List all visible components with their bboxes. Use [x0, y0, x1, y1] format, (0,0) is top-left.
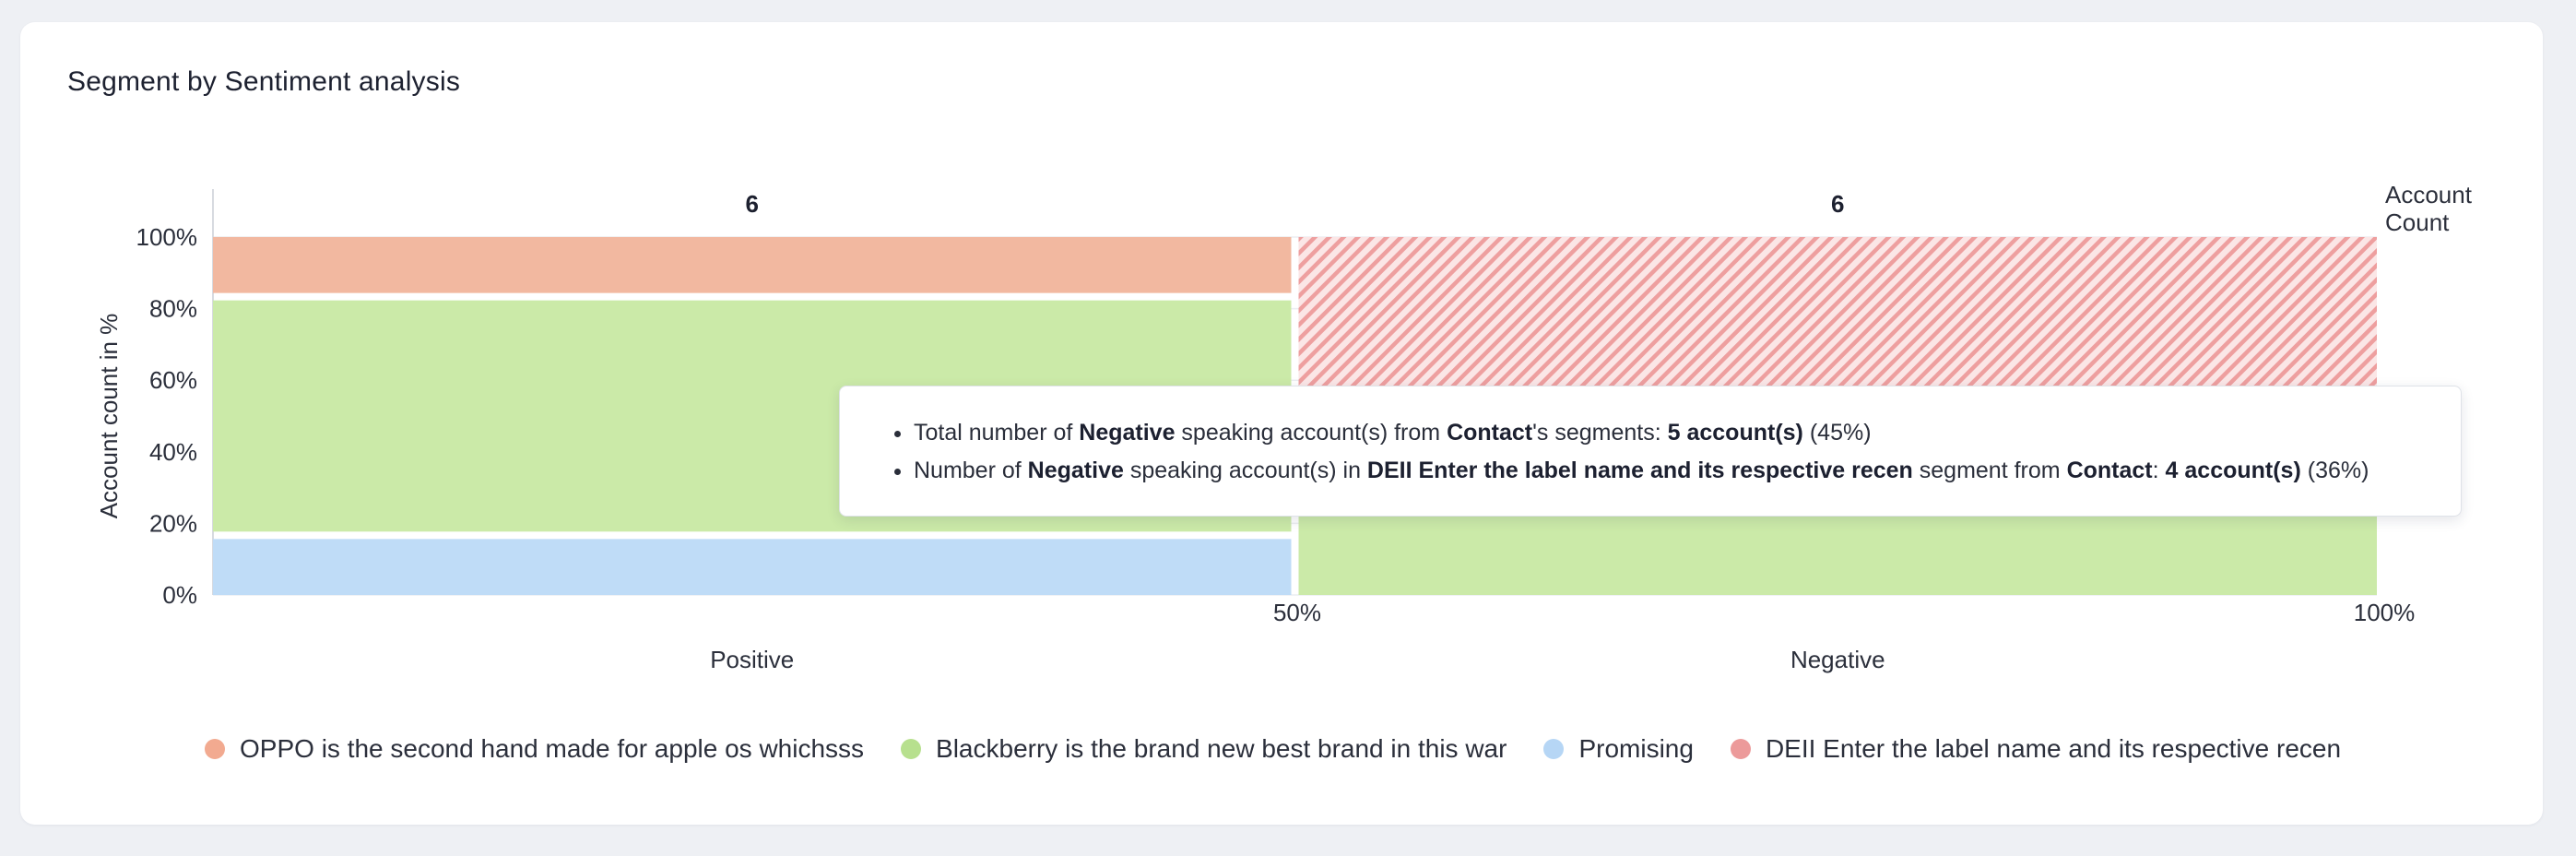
legend-item-blackberry[interactable]: Blackberry is the brand new best brand i… — [901, 734, 1507, 764]
legend-label-promising: Promising — [1578, 734, 1694, 763]
legend-dot-deii — [1730, 739, 1751, 759]
legend-item-oppo[interactable]: OPPO is the second hand made for apple o… — [205, 734, 864, 764]
legend-dot-blackberry — [901, 739, 922, 759]
chart-tooltip: Total number of Negative speaking accoun… — [839, 386, 2462, 517]
legend-dot-oppo — [205, 739, 225, 759]
chart-title: Segment by Sentiment analysis — [67, 66, 461, 97]
y-tick-label: 80% — [149, 295, 197, 323]
y-tick-label: 100% — [136, 223, 198, 251]
right-axis-label: Count — [2385, 208, 2450, 236]
y-tick-label: 60% — [149, 366, 197, 394]
right-axis-label: Account — [2385, 181, 2473, 208]
legend-dot-promising — [1543, 739, 1565, 759]
x-category-label: Positive — [710, 646, 794, 673]
x-tick-label: 100% — [2354, 599, 2416, 626]
legend-item-deii[interactable]: DEII Enter the label name and its respec… — [1730, 734, 2342, 764]
legend-label-blackberry: Blackberry is the brand new best brand i… — [936, 734, 1507, 763]
x-tick-label: 50% — [1273, 599, 1321, 626]
bar-segment[interactable] — [213, 236, 1292, 293]
legend-label-oppo: OPPO is the second hand made for apple o… — [240, 734, 865, 763]
y-axis-title: Account count in % — [95, 314, 123, 519]
legend-label-deii: DEII Enter the label name and its respec… — [1765, 734, 2342, 763]
bar-segment[interactable] — [213, 539, 1292, 595]
y-tick-label: 40% — [149, 438, 197, 466]
chart-legend: OPPO is the second hand made for apple o… — [205, 731, 2378, 767]
x-category-label: Negative — [1790, 646, 1885, 673]
legend-item-promising[interactable]: Promising — [1543, 734, 1694, 764]
column-total-label: 6 — [746, 190, 759, 218]
tooltip-line-total: Total number of Negative speaking accoun… — [914, 414, 2433, 452]
tooltip-line-segment: Number of Negative speaking account(s) i… — [914, 452, 2433, 490]
y-tick-label: 20% — [149, 509, 197, 537]
y-tick-label: 0% — [162, 581, 197, 609]
column-total-label: 6 — [1831, 190, 1844, 218]
